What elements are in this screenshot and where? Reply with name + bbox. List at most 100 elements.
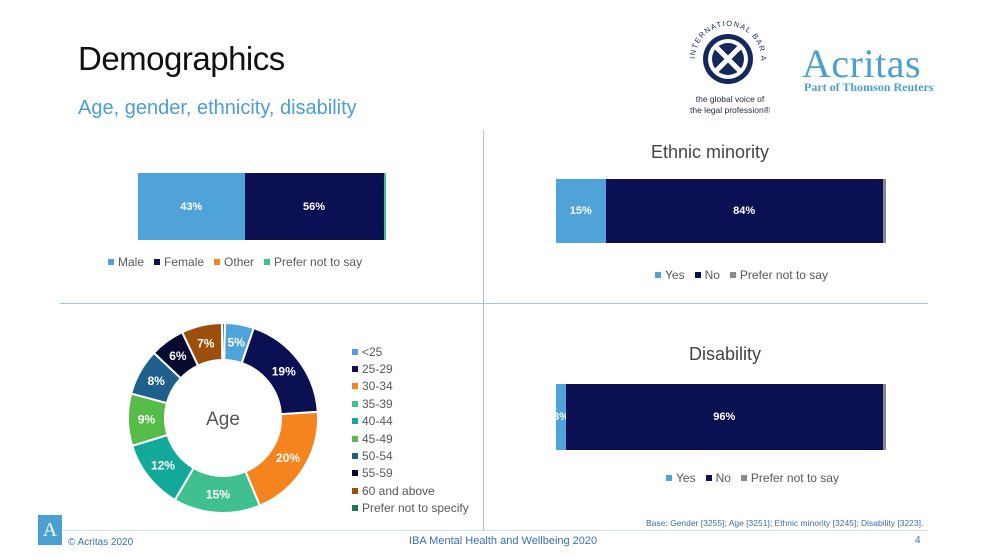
- age-legend-item-35-39: 35-39: [352, 395, 469, 412]
- age-data-label-50-54: 8%: [147, 374, 165, 388]
- gender-legend-item-male: Male: [108, 255, 144, 269]
- age-legend-swatch: [352, 418, 358, 425]
- ethnic-legend-label: Yes: [665, 268, 685, 282]
- iba-tagline-line1: the global voice of: [695, 94, 765, 104]
- ethnic-legend-label: No: [704, 268, 720, 282]
- age-data-label-60-and-above: 7%: [197, 336, 215, 350]
- iba-tagline-line2: the legal profession®: [690, 105, 770, 115]
- age-legend-label: <25: [362, 344, 383, 359]
- age-legend-swatch: [352, 400, 358, 407]
- age-legend-swatch: [352, 470, 358, 477]
- age-legend-item-60-and-above: 60 and above: [352, 482, 469, 499]
- age-legend-swatch: [352, 435, 358, 442]
- base-note: Base: Gender [3255]; Age [3251]; Ethnic …: [646, 518, 924, 528]
- ethnic-stacked-bar: 15% 84%: [556, 179, 886, 243]
- page-title: Demographics: [78, 40, 285, 77]
- gender-legend-label: Female: [164, 255, 205, 269]
- gender-legend-swatch: [108, 259, 114, 265]
- ethnic-data-label-no: 84%: [733, 205, 756, 217]
- age-legend-swatch: [352, 453, 358, 460]
- age-data-label-40-44: 12%: [151, 458, 175, 472]
- gender-legend-item-female: Female: [154, 255, 204, 269]
- age-legend-item-25: <25: [352, 343, 469, 360]
- age-legend-label: 45-49: [362, 431, 393, 446]
- gender-bar-prefer-not-to-say: [384, 173, 386, 240]
- footer-copyright: © Acritas 2020: [68, 537, 134, 548]
- age-center-label: Age: [206, 409, 240, 430]
- footer-title: IBA Mental Health and Wellbeing 2020: [409, 535, 598, 547]
- page-number: 4: [915, 535, 921, 546]
- disability-legend-swatch: [705, 475, 712, 481]
- age-legend-swatch: [352, 487, 358, 494]
- disability-legend-label: Yes: [676, 471, 696, 485]
- acritas-badge-icon: A: [38, 515, 62, 545]
- age-legend-label: 50-54: [362, 449, 393, 464]
- quadrant-divider-vertical: [483, 130, 484, 530]
- age-legend-item-45-49: 45-49: [352, 430, 469, 447]
- gender-legend-swatch: [264, 259, 271, 265]
- disability-bar-no: 96%: [565, 384, 883, 450]
- ethnic-bar-yes: 15%: [556, 179, 606, 243]
- disability-legend-item-yes: Yes: [666, 471, 696, 485]
- gender-data-label-female: 56%: [303, 200, 326, 213]
- gender-data-label-male: 43%: [180, 200, 203, 213]
- footer-divider: [62, 530, 928, 531]
- disability-data-label-yes: 3%: [553, 411, 569, 423]
- age-legend-label: 25-29: [362, 362, 393, 377]
- age-slice-prefer-not-to-specify: [220, 322, 226, 362]
- disability-stacked-bar: 3% 96%: [553, 384, 886, 450]
- ethnic-chart: 15% 84%: [556, 179, 886, 243]
- ethnic-bar-prefer-not-to-say: [882, 179, 886, 243]
- age-legend-label: 40-44: [362, 414, 393, 429]
- age-legend-item-30-34: 30-34: [352, 378, 469, 395]
- ethnic-legend: Yes No Prefer not to say: [655, 268, 828, 282]
- ethnic-legend-swatch: [729, 272, 736, 278]
- gender-chart: 43% 56%: [138, 173, 386, 240]
- disability-legend-item-prefer-not-to-say: Prefer not to say: [740, 471, 839, 485]
- gender-bar-other: [383, 173, 385, 240]
- ethnic-legend-item-prefer-not-to-say: Prefer not to say: [729, 268, 828, 282]
- gender-bar-female: 56%: [244, 173, 384, 240]
- age-legend-item-25-29: 25-29: [352, 360, 469, 377]
- age-legend-swatch: [352, 505, 358, 512]
- age-data-label-25: 5%: [228, 336, 246, 350]
- page-subtitle: Age, gender, ethnicity, disability: [78, 97, 357, 119]
- age-legend-swatch: [352, 383, 358, 390]
- disability-data-label-no: 96%: [713, 411, 736, 423]
- disability-legend-swatch: [740, 475, 747, 481]
- disability-legend: Yes No Prefer not to say: [666, 471, 839, 485]
- disability-legend-label: Prefer not to say: [750, 471, 839, 485]
- age-legend: <25 25-29 30-34 35-39 40-44 45-49 50-54 55-59 60…: [352, 343, 469, 517]
- age-legend-label: 35-39: [362, 396, 393, 411]
- gender-bar-male: 43%: [138, 173, 245, 240]
- age-legend-label: Prefer not to specify: [362, 501, 469, 516]
- ethnic-bar-no: 84%: [605, 179, 883, 243]
- ethnic-chart-title: Ethnic minority: [650, 142, 770, 162]
- age-legend-item-40-44: 40-44: [352, 413, 469, 430]
- gender-legend: Male Female Other Prefer not to say: [108, 255, 362, 269]
- ethnic-legend-swatch: [655, 272, 661, 278]
- gender-legend-label: Other: [224, 255, 255, 269]
- disability-bar-yes: 3%: [553, 384, 569, 450]
- age-data-label-35-39: 15%: [206, 487, 230, 501]
- acritas-logo-subtitle: Part of Thomson Reuters: [804, 80, 934, 94]
- ethnic-legend-item-no: No: [694, 268, 720, 282]
- age-legend-label: 60 and above: [362, 483, 435, 498]
- quadrant-divider-horizontal: [60, 303, 928, 304]
- gender-legend-label: Male: [118, 255, 145, 269]
- age-data-label-25-29: 19%: [272, 365, 296, 379]
- disability-bar-prefer-not-to-say: [882, 384, 886, 450]
- age-data-label-45-49: 9%: [138, 412, 156, 426]
- age-data-label-30-34: 20%: [276, 451, 300, 465]
- age-legend-label: 30-34: [362, 379, 393, 394]
- age-legend-item-prefer-not-to-specify: Prefer not to specify: [352, 500, 469, 517]
- age-donut-chart: 5% 19% 20% 15% 12% 9% 8% 6% 7% Age: [127, 322, 319, 514]
- gender-legend-swatch: [214, 259, 221, 265]
- iba-tagline: the global voice of the legal profession…: [682, 94, 778, 116]
- age-legend-swatch: [352, 348, 358, 355]
- age-data-label-55-59: 6%: [169, 349, 187, 363]
- disability-legend-item-no: No: [705, 471, 731, 485]
- disability-chart: 3% 96%: [553, 384, 886, 450]
- age-legend-label: 55-59: [362, 466, 393, 481]
- age-legend-swatch: [352, 366, 358, 373]
